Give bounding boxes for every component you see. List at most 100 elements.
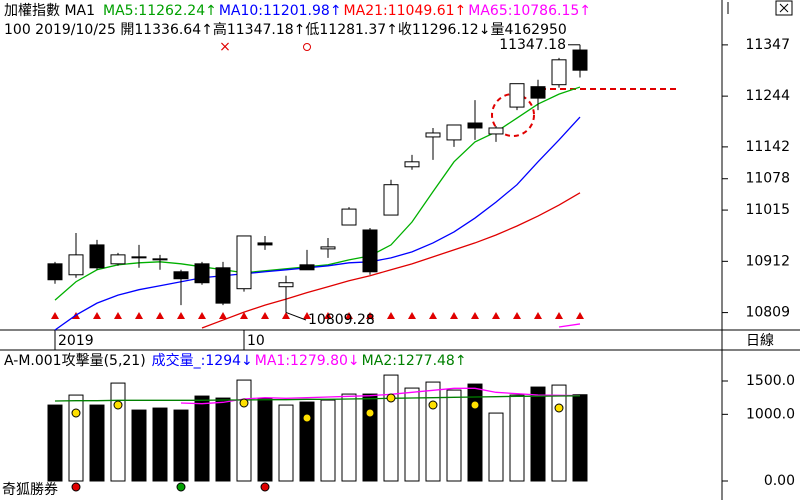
signal-triangle [261,312,269,319]
candle-body [320,246,336,250]
y-tick-label: 10809 [745,305,790,321]
volume-bar [236,379,252,482]
panel-title: A-M.001攻擊量(5,21) [4,352,146,369]
header-line: 加權指數 MA1 MA5:11262.24↑ MA10:11201.98↑ MA21:… [4,3,591,19]
signal-triangle [324,312,332,319]
period-label[interactable]: 日線 [746,333,774,349]
signal-dot [470,400,480,410]
volume-bar [110,382,126,482]
legend-entry: MA2:1277.48↑ [362,353,467,369]
signal-triangle [114,312,122,319]
signal-dot [260,482,270,492]
volume-bar [488,412,504,482]
watermark: 奇狐勝券 [2,481,58,498]
signal-triangle [51,312,59,319]
candle-body [131,256,147,259]
candle-body [173,271,189,280]
volume-bar [89,404,105,482]
volume-bar [152,407,168,482]
volume-bar [341,393,357,482]
signal-triangle [198,312,206,319]
corner-icons[interactable] [727,0,793,16]
candle-body [425,132,441,138]
y-tick-label: 11347 [745,37,790,53]
signal-dot [176,482,186,492]
candle-body [572,49,588,71]
y-tick-label: 1000.0 [746,406,795,422]
candle-body [299,264,315,271]
candle-body [236,235,252,290]
candle-body [341,208,357,226]
signal-triangle [576,312,584,319]
signal-triangle [534,312,542,319]
volume-bar [173,409,189,482]
volume-bar [131,409,147,482]
signal-triangle [156,312,164,319]
signal-triangle [513,312,521,319]
signal-triangle [387,312,395,319]
annotation-line [285,311,307,321]
signal-triangle [492,312,500,319]
volume-bar [320,399,336,482]
candle-body [551,59,567,86]
candle-body [404,161,420,168]
header-line: A-M.001攻擊量(5,21) 成交量_:1294↓ MA1:1279.80↓ MA… [4,352,467,369]
volume-bar [278,404,294,482]
signal-triangle [303,312,311,319]
signal-triangle [345,312,353,319]
signal-dot [113,400,123,410]
y-tick-label: 0.00 [764,473,795,489]
candle-body [446,124,462,141]
signal-triangle [177,312,185,319]
candle-body [68,254,84,276]
candle-body [215,267,231,304]
annotation: 10809.28 [308,312,375,328]
signal-triangle [219,312,227,319]
legend-entry: MA5:11262.24↑ [103,3,217,19]
annotation: 11347.18 [499,37,566,53]
signal-dot [386,393,396,403]
x-tick-label: 2019 [58,333,94,349]
candle-body [257,242,273,246]
y-tick-label: 11078 [745,171,790,187]
volume-bar [383,374,399,482]
highlight-circle [491,93,535,137]
legend-entry: 成交量_:1294↓ [152,352,253,369]
info-line: 100 2019/10/25 開11336.64↑高11347.18↑低1128… [4,21,567,38]
legend-entry: MA21:11049.61↑ [344,3,467,19]
signal-triangle [366,312,374,319]
candle-body [362,229,378,273]
signal-triangle [135,312,143,319]
signal-dot [428,400,438,410]
candle-body [110,254,126,265]
volume-bar [551,384,567,482]
volume-bar [362,393,378,482]
candle-body [89,244,105,269]
legend-entry: MA10:11201.98↑ [219,3,342,19]
signal-triangle [282,312,290,319]
candle-body [194,263,210,284]
candle-body [278,282,294,288]
y-tick-label: 10912 [745,253,790,269]
candle-body [383,184,399,216]
volume-bar [257,397,273,482]
signal-mark: × [219,39,231,55]
ma-line [201,192,581,329]
icon [779,3,789,13]
signal-triangle [93,312,101,319]
candle-body [488,127,504,135]
volume-bar [47,404,63,482]
volume-bar [404,387,420,482]
signal-dots [71,393,564,492]
volume-bar [446,389,462,482]
signal-dot [554,403,564,413]
signal-triangle [240,312,248,319]
volume-bar [215,397,231,482]
signal-dot [71,408,81,418]
signal-triangle [471,312,479,319]
signal-triangle [555,312,563,319]
volume-bar [530,386,546,482]
ma-line [54,395,581,402]
signal-dot [365,408,375,418]
